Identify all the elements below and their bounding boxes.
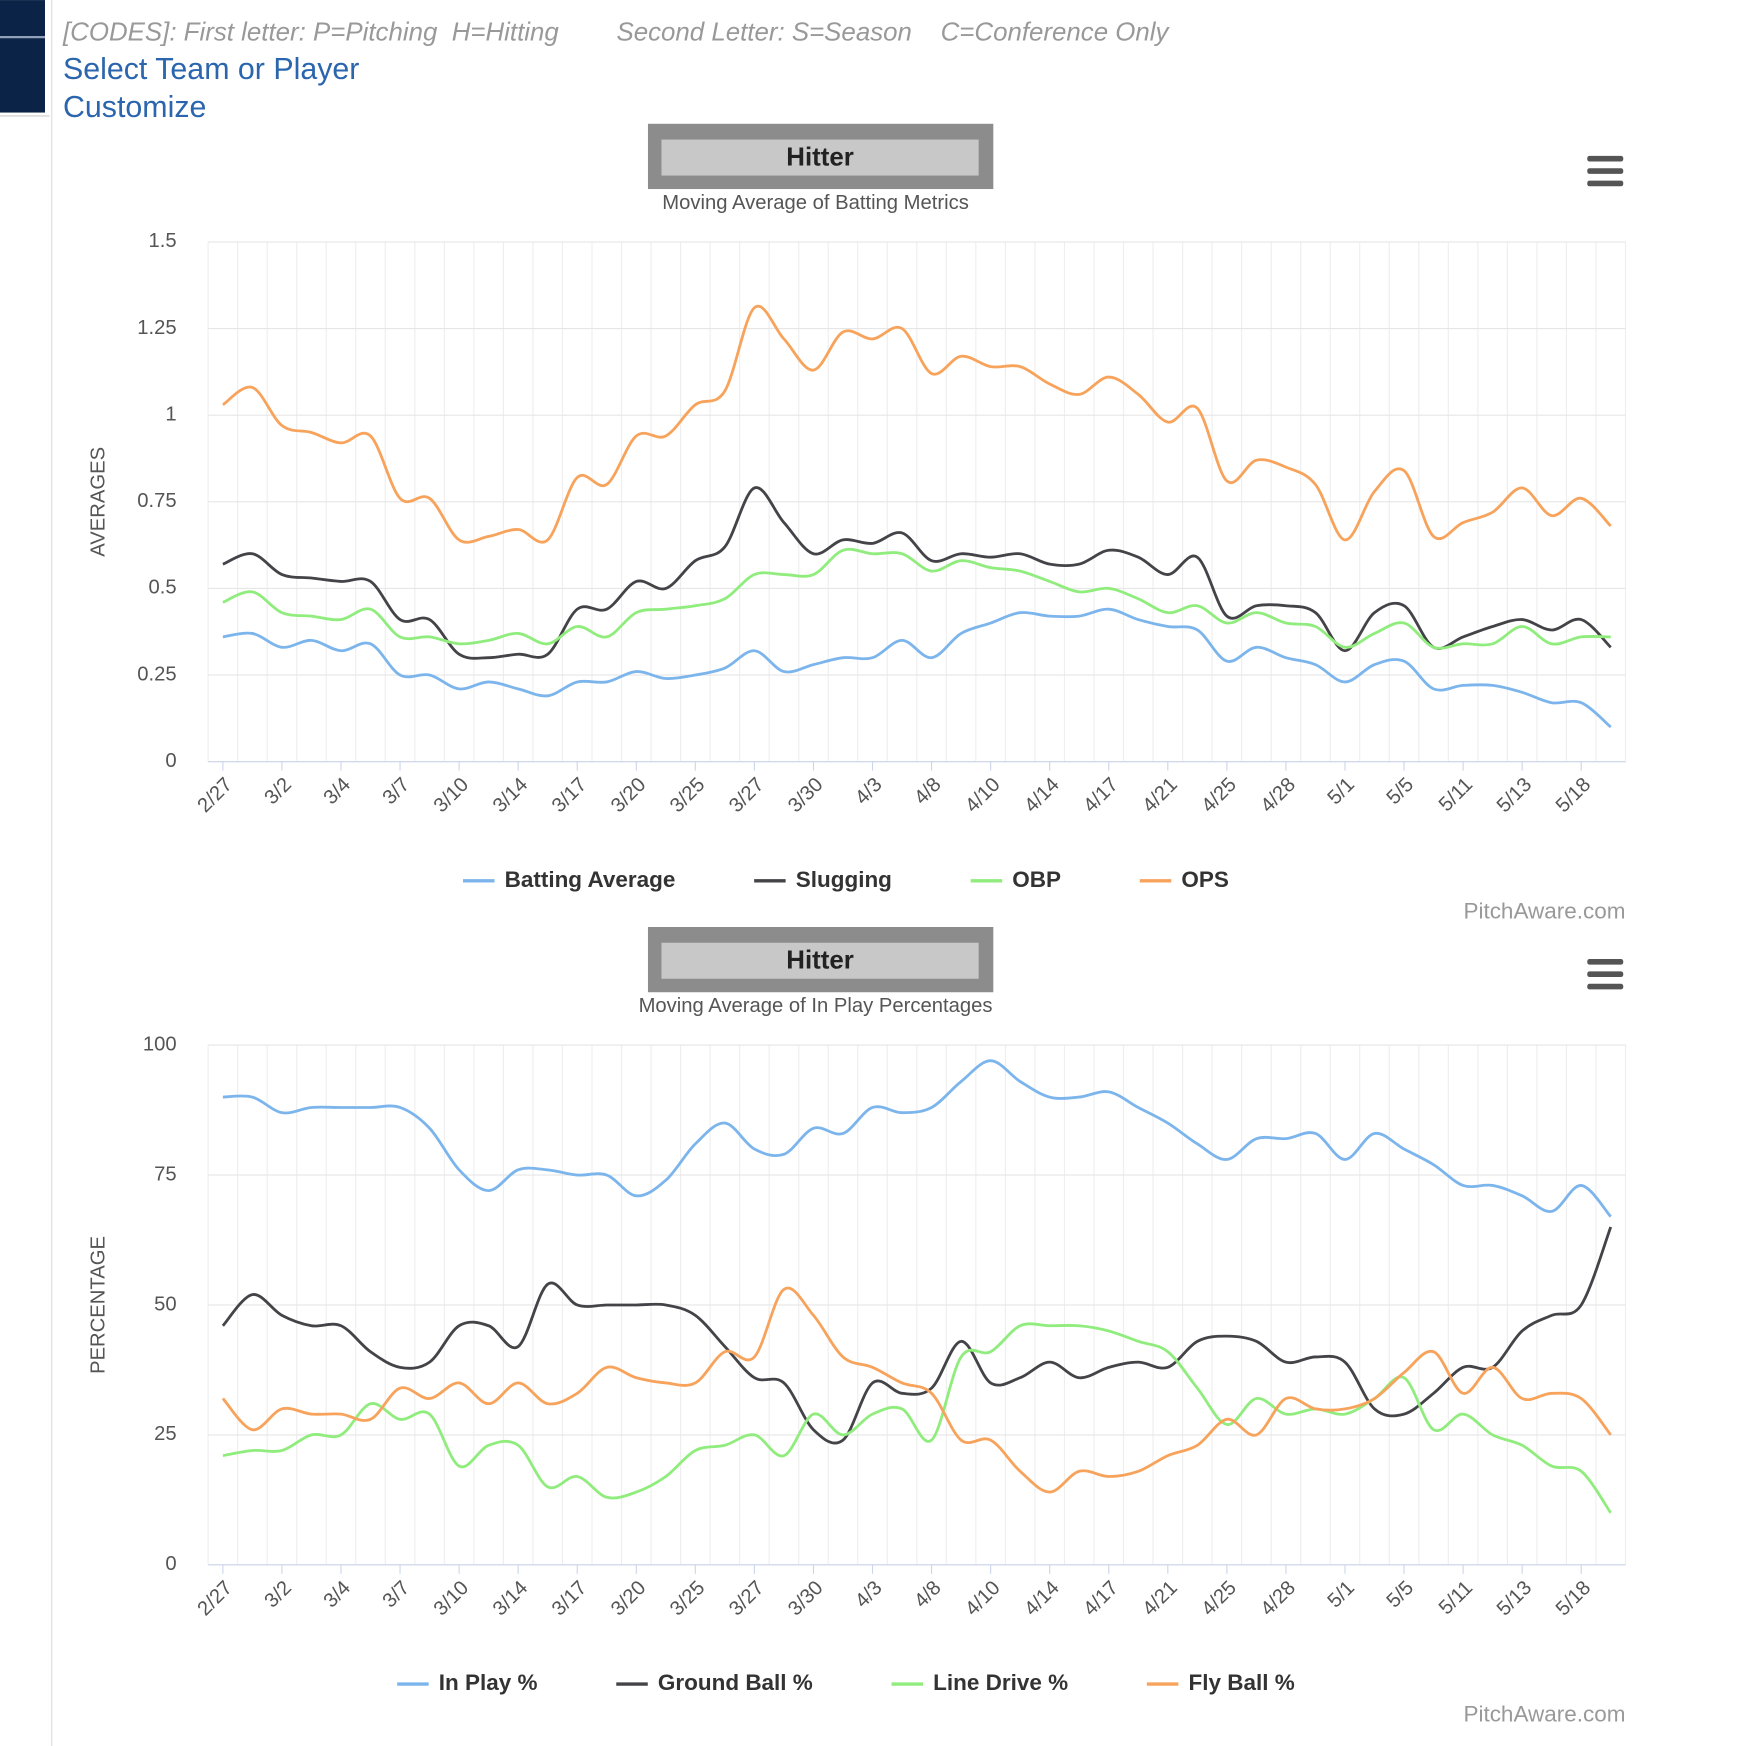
legend-label: Batting Average xyxy=(505,867,676,892)
menu-icon-bar[interactable] xyxy=(1587,971,1624,978)
credit: PitchAware.com xyxy=(1463,1702,1625,1727)
y-tick-label: 1.5 xyxy=(148,230,176,252)
legend-item[interactable]: OPS xyxy=(1139,867,1229,892)
series-line xyxy=(222,486,1612,660)
codes-text: Second Letter: S=Season C=Conference Onl… xyxy=(616,19,1170,47)
title-box-inner xyxy=(661,139,979,176)
y-tick-label: 75 xyxy=(154,1163,177,1185)
series-line xyxy=(222,304,1612,544)
legend-item[interactable]: Ground Ball % xyxy=(616,1670,813,1695)
y-tick-label: 0 xyxy=(165,1553,176,1575)
y-tick-label: 50 xyxy=(154,1293,177,1315)
credit: PitchAware.com xyxy=(1463,898,1625,923)
y-tick-label: 0 xyxy=(165,750,176,772)
legend-item[interactable]: Slugging xyxy=(754,867,892,892)
series-line xyxy=(222,1059,1612,1218)
title-box-inner xyxy=(661,942,979,979)
y-tick-label: 0.5 xyxy=(148,577,176,599)
select-link[interactable]: Select Team or Player xyxy=(63,53,359,86)
legend: Batting Average Slugging OBP OPS xyxy=(463,867,1229,892)
codes-text: [CODES]: First letter: P=Pitching H=Hitt… xyxy=(62,19,559,47)
y-tick-label: 0.75 xyxy=(137,490,176,512)
legend-label: Ground Ball % xyxy=(658,1670,813,1695)
legend: In Play % Ground Ball % Line Drive % Fly Ba… xyxy=(397,1670,1295,1695)
series-line xyxy=(221,1226,1613,1445)
y-tick-label: 1 xyxy=(165,404,176,426)
sidebar-block xyxy=(0,0,45,113)
chart-title: Hitter xyxy=(786,947,854,975)
legend-item[interactable]: Fly Ball % xyxy=(1146,1670,1295,1695)
legend-item[interactable]: Batting Average xyxy=(463,867,675,892)
legend-item[interactable]: OBP xyxy=(970,867,1061,892)
chart-subtitle: Moving Average of Batting Metrics xyxy=(662,192,969,214)
legend-label: Fly Ball % xyxy=(1188,1670,1294,1695)
series-line xyxy=(222,607,1612,729)
legend-label: OBP xyxy=(1012,867,1061,892)
y-tick-label: 25 xyxy=(154,1423,177,1445)
series-line xyxy=(221,1286,1612,1494)
legend-label: Slugging xyxy=(796,867,892,892)
chart: Hitter Moving Average of In Play Percenta… xyxy=(87,926,1627,1727)
chart-subtitle: Moving Average of In Play Percentages xyxy=(639,995,993,1017)
y-axis-label: AVERAGES xyxy=(87,447,109,557)
menu-icon-bar[interactable] xyxy=(1587,168,1624,174)
series-line xyxy=(222,547,1611,650)
y-tick-label: 0.25 xyxy=(137,663,176,685)
legend-label: In Play % xyxy=(439,1670,538,1695)
legend-item[interactable]: Line Drive % xyxy=(891,1670,1069,1695)
legend-label: Line Drive % xyxy=(933,1670,1068,1695)
menu-icon-bar[interactable] xyxy=(1587,959,1624,965)
legend-item[interactable]: In Play % xyxy=(397,1670,538,1695)
menu-icon-bar[interactable] xyxy=(1587,983,1624,990)
legend-label: OPS xyxy=(1181,867,1228,892)
chart-title: Hitter xyxy=(786,144,854,172)
customize-link[interactable]: Customize xyxy=(63,91,206,124)
menu-icon-bar[interactable] xyxy=(1587,180,1624,187)
y-tick-label: 1.25 xyxy=(137,317,176,339)
menu-icon-bar[interactable] xyxy=(1587,155,1624,162)
y-axis-label: PERCENTAGE xyxy=(87,1236,109,1374)
y-tick-label: 100 xyxy=(143,1033,177,1055)
